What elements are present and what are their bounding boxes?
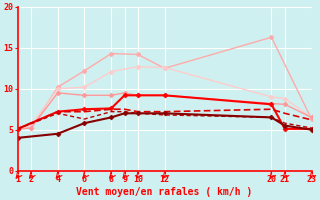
X-axis label: Vent moyen/en rafales ( km/h ): Vent moyen/en rafales ( km/h ) (76, 187, 253, 197)
